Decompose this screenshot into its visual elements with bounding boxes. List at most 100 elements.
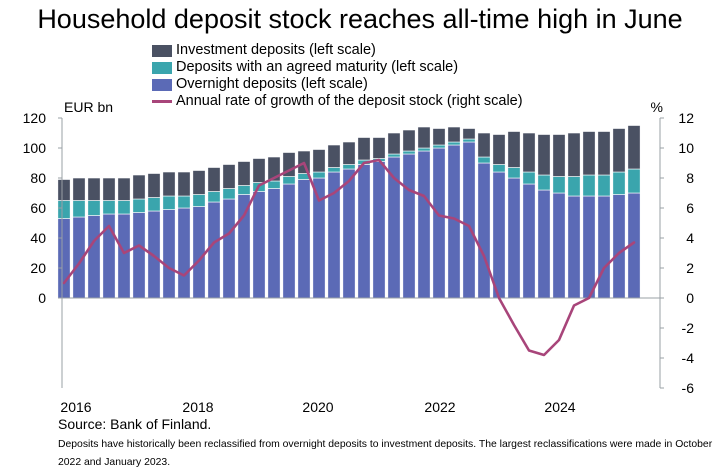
legend-label-overnight: Overnight deposits (left scale): [176, 76, 368, 92]
bar-agreed: [492, 164, 506, 173]
bar-investment: [282, 152, 296, 177]
bar-overnight: [432, 147, 446, 299]
bar-investment: [627, 125, 641, 170]
bar-overnight: [402, 153, 416, 299]
bar-overnight: [117, 213, 131, 299]
bar-agreed: [207, 191, 221, 203]
bar-agreed: [132, 198, 146, 213]
bar-investment: [312, 149, 326, 173]
bar-overnight: [252, 191, 266, 299]
chart-legend: Investment deposits (left scale) Deposit…: [152, 42, 523, 110]
bar-investment: [102, 177, 116, 201]
left-tick-label: 60: [30, 200, 46, 216]
bar-investment: [492, 134, 506, 165]
bar-overnight: [237, 194, 251, 299]
axes-layer: [58, 117, 664, 389]
bar-agreed: [312, 171, 326, 179]
bar-investment: [402, 129, 416, 152]
bar-overnight: [87, 215, 101, 299]
bars-layer: [57, 125, 641, 299]
left-tick-label: 40: [30, 230, 46, 246]
bar-agreed: [342, 164, 356, 170]
bar-investment: [162, 171, 176, 197]
bar-overnight: [357, 164, 371, 299]
legend-label-investment: Investment deposits (left scale): [176, 42, 376, 58]
bar-investment: [267, 156, 281, 182]
bar-agreed: [417, 147, 431, 152]
bar-agreed: [612, 171, 626, 195]
source-note: Source: Bank of Finland.: [58, 416, 212, 432]
bar-agreed: [237, 185, 251, 195]
bar-agreed: [432, 144, 446, 149]
bar-investment: [537, 134, 551, 176]
growth-line-layer: [62, 158, 636, 357]
bar-overnight: [597, 195, 611, 299]
bar-overnight: [492, 171, 506, 299]
right-tick-label: -6: [682, 380, 695, 396]
bar-overnight: [522, 183, 536, 299]
bar-investment: [597, 131, 611, 176]
bar-agreed: [402, 150, 416, 155]
bar-agreed: [387, 153, 401, 158]
bar-investment: [192, 170, 206, 195]
bar-agreed: [72, 200, 86, 218]
x-tick-label: 2018: [182, 399, 213, 415]
bar-investment: [462, 128, 476, 140]
bar-investment: [237, 161, 251, 186]
bar-investment: [432, 128, 446, 146]
bar-overnight: [582, 195, 596, 299]
bar-overnight: [162, 209, 176, 299]
bar-overnight: [372, 161, 386, 299]
bar-agreed: [267, 180, 281, 189]
bar-overnight: [207, 201, 221, 299]
bar-overnight: [342, 168, 356, 299]
bar-agreed: [567, 176, 581, 197]
right-tick-label: 4: [686, 230, 694, 246]
right-tick-label: 0: [686, 290, 694, 306]
bar-investment: [72, 177, 86, 201]
legend-swatch-overnight: [152, 78, 172, 91]
bar-overnight: [417, 150, 431, 299]
bar-agreed: [192, 194, 206, 207]
bar-agreed: [582, 174, 596, 197]
bar-investment: [387, 132, 401, 155]
bar-overnight: [297, 179, 311, 299]
bar-overnight: [552, 192, 566, 299]
bar-investment: [552, 134, 566, 177]
bar-investment: [357, 137, 371, 161]
bar-overnight: [57, 218, 71, 299]
growth-rate-line: [62, 158, 636, 357]
bar-overnight: [132, 212, 146, 299]
legend-swatch-growth: [152, 100, 172, 103]
left-tick-label: 120: [23, 110, 47, 126]
bar-agreed: [102, 200, 116, 215]
bar-agreed: [57, 200, 71, 219]
bar-agreed: [537, 174, 551, 191]
bar-agreed: [147, 197, 161, 212]
bar-agreed: [282, 176, 296, 185]
left-tick-label: 100: [23, 140, 47, 156]
legend-label-agreed: Deposits with an agreed maturity (left s…: [176, 59, 459, 75]
bar-agreed: [177, 195, 191, 209]
legend-item-investment: Investment deposits (left scale): [152, 42, 523, 59]
x-tick-label: 2024: [544, 399, 575, 415]
bar-agreed: [162, 195, 176, 210]
bar-investment: [117, 177, 131, 201]
bar-investment: [207, 167, 221, 192]
bar-agreed: [507, 167, 521, 179]
left-tick-label: 80: [30, 170, 46, 186]
right-tick-label: 6: [686, 200, 694, 216]
bar-investment: [57, 179, 71, 201]
bar-investment: [522, 132, 536, 173]
legend-swatch-investment: [152, 44, 172, 57]
bar-overnight: [312, 177, 326, 299]
right-tick-label: -4: [682, 350, 695, 366]
bar-agreed: [477, 156, 491, 164]
chart-title: Household deposit stock reaches all-time…: [37, 4, 683, 34]
bar-investment: [447, 126, 461, 143]
x-tick-label: 2020: [302, 399, 333, 415]
bar-investment: [417, 126, 431, 149]
bar-investment: [147, 173, 161, 198]
bar-investment: [132, 174, 146, 200]
